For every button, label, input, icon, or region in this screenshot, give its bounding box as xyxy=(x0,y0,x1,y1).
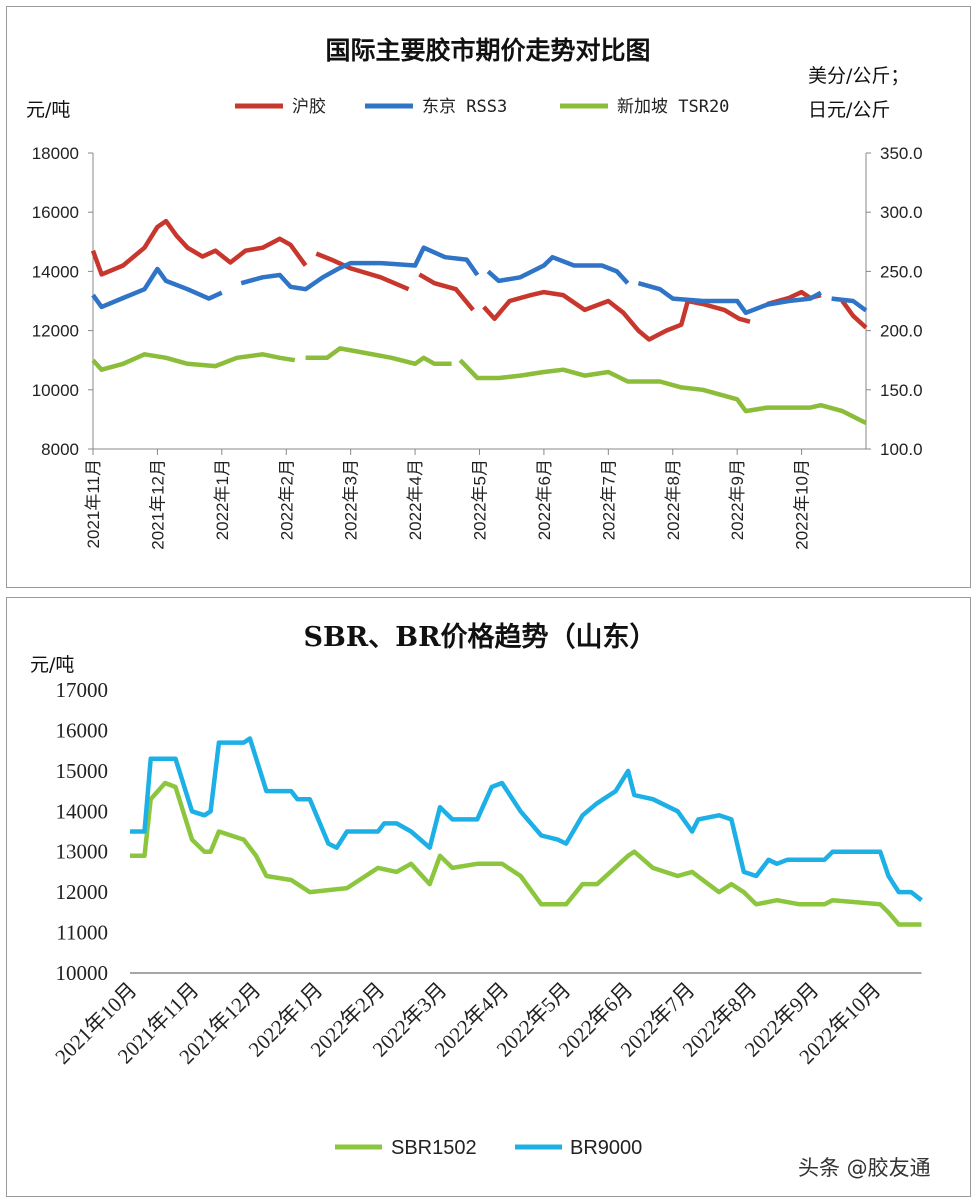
bottom-y-tick-label: 15000 xyxy=(56,759,109,783)
top-x-tick-label: 2022年6月 xyxy=(535,459,554,540)
top-left-tick-label: 12000 xyxy=(32,322,79,341)
top-right-tick-label: 200.0 xyxy=(880,322,923,341)
top-chart-title: 国际主要胶市期价走势对比图 xyxy=(325,36,650,65)
bottom-y-tick-label: 16000 xyxy=(56,718,109,742)
top-left-tick-label: 18000 xyxy=(32,144,79,163)
bottom-chart-panel xyxy=(6,597,971,1197)
top-right-tick-label: 350.0 xyxy=(880,144,923,163)
bottom-chart-axes: 10000 11000 12000 13000 14000 15000 16000 17000… xyxy=(50,678,922,1069)
bottom-legend: SBR1502 BR9000 xyxy=(335,1137,642,1159)
bottom-y-tick-label: 13000 xyxy=(56,840,109,864)
bottom-series-line-1 xyxy=(130,736,923,902)
top-right-axis-unit-1: 美分/公斤； xyxy=(808,65,909,87)
top-right-axis-unit-2: 日元/公斤 xyxy=(808,99,890,121)
watermark: 头条 @胶友通 xyxy=(798,1156,931,1180)
top-series-line-1 xyxy=(91,245,868,316)
legend-label-sbr1502: SBR1502 xyxy=(391,1137,477,1159)
top-left-tick-label: 16000 xyxy=(32,203,79,222)
top-x-tick-label: 2021年12月 xyxy=(148,459,167,550)
top-chart-series xyxy=(90,218,868,426)
top-x-tick-label: 2022年5月 xyxy=(471,459,490,540)
bottom-y-tick-label: 14000 xyxy=(56,799,109,823)
top-left-tick-label: 8000 xyxy=(41,440,79,459)
top-x-tick-label: 2022年8月 xyxy=(664,459,683,540)
legend-label-rss3: 东京 RSS3 xyxy=(422,97,507,117)
bottom-chart-title: SBR、BR价格趋势（山东） xyxy=(303,621,656,653)
bottom-y-tick-label: 12000 xyxy=(56,880,109,904)
top-legend: 沪胶 东京 RSS3 新加坡 TSR20 xyxy=(235,97,729,117)
legend-label-tsr20: 新加坡 TSR20 xyxy=(617,97,729,117)
bottom-y-tick-label: 11000 xyxy=(56,921,108,945)
top-x-tick-label: 2021年11月 xyxy=(84,459,103,548)
top-x-tick-label: 2022年2月 xyxy=(277,459,296,540)
top-x-tick-label: 2022年1月 xyxy=(213,459,232,540)
top-x-tick-label: 2022年3月 xyxy=(342,459,361,540)
top-series-line-2 xyxy=(91,346,868,426)
top-right-tick-label: 250.0 xyxy=(880,262,923,281)
top-x-tick-label: 2022年7月 xyxy=(599,459,618,540)
top-x-tick-label: 2022年4月 xyxy=(406,459,425,540)
top-right-tick-label: 300.0 xyxy=(880,203,923,222)
top-right-tick-label: 150.0 xyxy=(880,381,923,400)
top-chart-axes: 8000 10000 12000 14000 16000 18000 100.0 150.0 2… xyxy=(32,144,923,550)
top-left-tick-label: 14000 xyxy=(32,262,79,281)
bottom-y-tick-label: 17000 xyxy=(56,678,109,702)
bottom-y-tick-label: 10000 xyxy=(56,961,109,985)
top-left-tick-label: 10000 xyxy=(32,381,79,400)
top-left-axis-unit: 元/吨 xyxy=(26,99,70,121)
top-series-line-0 xyxy=(90,218,868,342)
bottom-series-line-0 xyxy=(130,780,922,927)
bottom-chart-series xyxy=(130,736,923,927)
top-x-tick-label: 2022年9月 xyxy=(728,459,747,540)
top-right-tick-label: 100.0 xyxy=(880,440,923,459)
top-x-tick-label: 2022年10月 xyxy=(793,459,812,550)
legend-label-br9000: BR9000 xyxy=(570,1137,642,1159)
bottom-axis-unit: 元/吨 xyxy=(30,654,74,676)
legend-label-hujiao: 沪胶 xyxy=(292,97,326,117)
